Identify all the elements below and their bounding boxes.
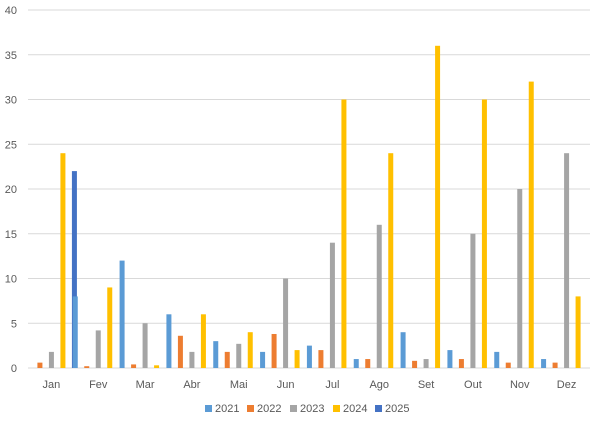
bar-2023-Nov [517, 189, 523, 368]
y-tick-label: 20 [5, 184, 17, 196]
y-tick-label: 25 [5, 139, 17, 151]
legend-label: 2023 [300, 403, 324, 415]
bar-2021-Fev [72, 296, 78, 368]
x-tick-label: Mar [136, 379, 155, 391]
legend-swatch-2023 [290, 405, 297, 412]
legend-swatch-2024 [333, 405, 340, 412]
y-tick-label: 5 [11, 318, 17, 330]
bar-2024-Fev [107, 287, 113, 368]
bar-2021-Mai [213, 341, 219, 368]
legend-swatch-2025 [375, 405, 382, 412]
bar-2023-Jun [283, 278, 289, 368]
bar-2021-Nov [494, 351, 500, 368]
bar-2022-Abr [177, 335, 183, 368]
bar-2021-Mar [119, 260, 125, 368]
bar-2021-Set [400, 332, 406, 368]
y-axis-ticks: 0 5 10 15 20 25 30 35 40 [5, 5, 17, 375]
bar-2024-Mar [154, 365, 160, 368]
bar-2022-Ago [365, 359, 371, 368]
bar-2023-Dez [564, 153, 570, 368]
bar-2023-Out [470, 233, 476, 368]
bar-2021-Dez [541, 359, 547, 368]
legend-label: 2022 [257, 403, 281, 415]
bar-2024-Jun [294, 350, 300, 368]
y-tick-label: 10 [5, 274, 17, 286]
bar-2024-Jan [60, 153, 66, 368]
legend-label: 2021 [215, 403, 239, 415]
bar-2022-Mar [131, 364, 137, 368]
y-tick-label: 35 [5, 50, 17, 62]
bar-2022-Out [458, 359, 464, 368]
bar-2024-Ago [388, 153, 394, 368]
y-tick-label: 40 [5, 5, 17, 17]
bar-2024-Set [435, 45, 441, 369]
bar-2024-Jul [341, 99, 347, 368]
bar-2022-Dez [552, 362, 558, 368]
x-tick-label: Jul [325, 379, 339, 391]
bars [37, 45, 581, 369]
bar-2023-Mai [236, 343, 242, 368]
bar-2022-Jan [37, 362, 43, 368]
x-tick-label: Nov [510, 379, 530, 391]
bar-2022-Nov [505, 362, 511, 368]
x-tick-label: Abr [183, 379, 200, 391]
bar-2021-Out [447, 350, 453, 368]
x-tick-label: Set [418, 379, 435, 391]
bar-2022-Set [412, 360, 418, 368]
bar-2022-Jul [318, 350, 324, 368]
legend-label: 2024 [343, 403, 367, 415]
x-tick-label: Jan [43, 379, 61, 391]
bar-2023-Jan [48, 351, 54, 368]
x-tick-label: Dez [557, 379, 577, 391]
bar-2022-Mai [224, 351, 230, 368]
bar-2023-Ago [376, 224, 382, 368]
bar-2023-Set [423, 359, 429, 368]
legend: 2021 2022 2023 2024 2025 [205, 403, 409, 415]
x-tick-label: Out [464, 379, 482, 391]
y-tick-label: 30 [5, 95, 17, 107]
x-tick-label: Fev [89, 379, 108, 391]
bar-2024-Out [481, 99, 487, 368]
bar-2021-Abr [166, 314, 172, 368]
x-tick-label: Ago [369, 379, 389, 391]
x-axis-ticks: Jan Fev Mar Abr Mai Jun Jul Ago Set Out Nov Dez [43, 379, 577, 391]
bar-2023-Abr [189, 351, 195, 368]
bar-2025-Jan [71, 171, 77, 368]
y-tick-label: 0 [11, 363, 17, 375]
legend-swatch-2022 [247, 405, 254, 412]
legend-label: 2025 [385, 403, 409, 415]
x-tick-label: Mai [230, 379, 248, 391]
bar-2022-Jun [271, 333, 277, 368]
bar-2024-Mai [247, 332, 253, 368]
y-tick-label: 15 [5, 229, 17, 241]
bar-2023-Mar [142, 323, 148, 368]
legend-swatch-2021 [205, 405, 212, 412]
bar-2023-Jul [329, 242, 335, 368]
bar-2021-Jul [306, 345, 312, 368]
bar-2024-Dez [575, 296, 581, 368]
bar-2021-Ago [353, 359, 359, 368]
bar-2023-Fev [95, 330, 101, 368]
bar-2024-Nov [528, 81, 534, 368]
bar-2024-Abr [200, 314, 206, 368]
gridlines [28, 9, 590, 369]
bar-2022-Fev [84, 366, 90, 368]
bar-2021-Jun [260, 351, 266, 368]
x-tick-label: Jun [277, 379, 295, 391]
